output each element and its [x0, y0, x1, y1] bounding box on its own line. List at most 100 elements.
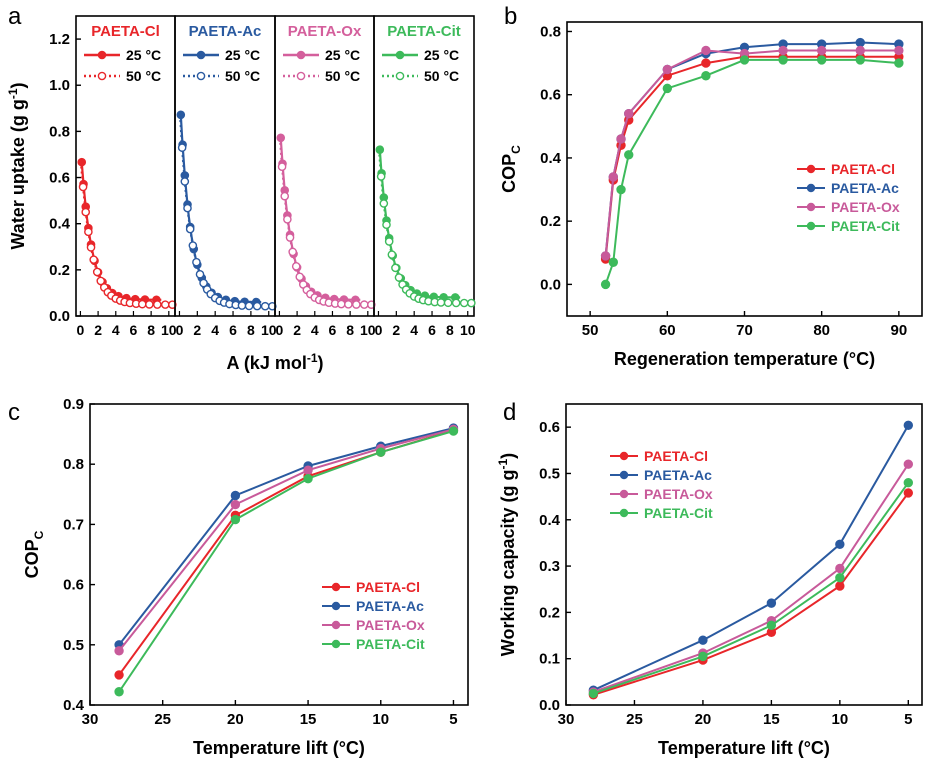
- x-tick-label: 60: [659, 322, 676, 339]
- x-tick-label: 5: [904, 711, 912, 728]
- y-tick-label: 0.7: [63, 516, 84, 533]
- x-axis-label: Regeneration temperature (°C): [614, 349, 875, 369]
- x-tick-label: 50: [582, 322, 599, 339]
- data-point-50C: [238, 302, 245, 309]
- legend-label-PAETA-Cit: PAETA-Cit: [644, 505, 713, 521]
- data-point-50C: [187, 225, 194, 232]
- data-point-50C: [289, 248, 296, 255]
- x-tick-label: 15: [300, 711, 317, 728]
- y-tick-label: 0.1: [539, 651, 560, 668]
- data-point-50C: [179, 144, 186, 151]
- x-tick-label: 10: [161, 322, 177, 338]
- plot-frame: [566, 404, 922, 705]
- data-point-PAETA-Ox: [625, 109, 633, 117]
- legend-label-25C: 25 °C: [225, 47, 260, 63]
- y-tick-label: 0.8: [49, 123, 70, 140]
- x-tick-label: 6: [428, 322, 436, 338]
- x-tick-label: 80: [813, 322, 830, 339]
- x-tick-label: 5: [449, 711, 457, 728]
- data-point-50C: [293, 263, 300, 270]
- x-tick-label: 10: [261, 322, 277, 338]
- data-point-PAETA-Ox: [836, 564, 844, 572]
- data-point-50C: [94, 268, 101, 275]
- data-point-PAETA-Ac: [767, 599, 775, 607]
- x-tick-label: 0: [77, 322, 85, 338]
- data-point-50C: [395, 274, 402, 281]
- legend-marker-PAETA-Cl: [620, 452, 628, 460]
- data-point-25C: [376, 146, 383, 153]
- x-tick-label: 8: [446, 322, 454, 338]
- x-tick-label: 30: [82, 711, 99, 728]
- data-point-PAETA-Cit: [377, 448, 385, 456]
- legend-marker-PAETA-Ac: [620, 471, 628, 479]
- y-tick-label: 0.2: [49, 262, 70, 279]
- data-point-50C: [445, 299, 452, 306]
- series-line-PAETA-Ox: [593, 464, 908, 692]
- data-point-PAETA-Ac: [231, 491, 239, 499]
- data-point-PAETA-Cit: [231, 515, 239, 523]
- legend-label-50C: 50 °C: [325, 68, 360, 84]
- data-point-50C: [246, 302, 253, 309]
- x-tick-label: 10: [372, 711, 389, 728]
- legend-label-25C: 25 °C: [325, 47, 360, 63]
- data-point-PAETA-Cl: [836, 582, 844, 590]
- x-axis-label: Temperature lift (°C): [193, 738, 365, 758]
- curve-25C: [281, 138, 361, 300]
- legend-marker-25C: [396, 51, 403, 58]
- legend-label-PAETA-Cit: PAETA-Cit: [356, 636, 425, 652]
- y-tick-label: 0.5: [539, 465, 560, 482]
- subpanel-PAETA-Ox: 0 2 4 6 8 10 PAETA-Ox 25 °C 50 °C: [275, 16, 376, 338]
- panel-b: 50 60 70 80 90 0.0 0.2 0.4 0.6 0.8 PAETA-Cl PAETA-A…: [499, 3, 922, 369]
- x-tick-label: 8: [247, 322, 255, 338]
- data-point-PAETA-Cit: [702, 72, 710, 80]
- data-point-50C: [380, 200, 387, 207]
- series-line-PAETA-Cit: [593, 483, 908, 694]
- data-point-PAETA-Cit: [904, 479, 912, 487]
- x-tick-label: 2: [193, 322, 201, 338]
- data-point-25C: [78, 159, 85, 166]
- data-point-PAETA-Cit: [115, 688, 123, 696]
- y-tick-label: 0.4: [540, 150, 562, 167]
- x-tick-label: 6: [130, 322, 138, 338]
- data-point-PAETA-Ox: [856, 46, 864, 54]
- y-tick-label: 0.3: [539, 558, 560, 575]
- legend-label-25C: 25 °C: [424, 47, 459, 63]
- data-point-PAETA-Cit: [740, 56, 748, 64]
- y-axis-label: COPC: [22, 530, 46, 578]
- y-tick-label: 0.4: [49, 216, 71, 233]
- legend-label-PAETA-Ac: PAETA-Ac: [831, 180, 899, 196]
- x-axis-label: A (kJ mol-1): [226, 351, 323, 373]
- x-tick-label: 15: [763, 711, 780, 728]
- data-point-50C: [254, 303, 261, 310]
- x-tick-label: 10: [832, 711, 849, 728]
- data-point-50C: [184, 205, 191, 212]
- data-point-PAETA-Ox: [304, 466, 312, 474]
- data-point-50C: [361, 301, 368, 308]
- data-point-PAETA-Cit: [601, 280, 609, 288]
- legend-marker-25C: [98, 51, 105, 58]
- data-point-PAETA-Cit: [609, 258, 617, 266]
- data-point-50C: [386, 238, 393, 245]
- data-point-50C: [82, 208, 89, 215]
- data-point-50C: [378, 173, 385, 180]
- legend-marker-PAETA-Ox: [332, 621, 340, 629]
- y-tick-label: 0.0: [540, 276, 561, 293]
- data-point-PAETA-Cit: [699, 652, 707, 660]
- x-tick-label: 20: [695, 711, 712, 728]
- data-point-50C: [468, 299, 475, 306]
- panel-letter: c: [8, 399, 20, 426]
- x-tick-label: 0: [176, 322, 184, 338]
- y-axis-label: COPC: [499, 145, 523, 193]
- data-point-PAETA-Ox: [115, 647, 123, 655]
- data-point-PAETA-Cit: [767, 621, 775, 629]
- data-point-PAETA-Cit: [836, 573, 844, 581]
- data-point-PAETA-Cit: [304, 474, 312, 482]
- data-point-50C: [79, 183, 86, 190]
- y-tick-label: 0.4: [63, 697, 85, 714]
- x-tick-label: 2: [293, 322, 301, 338]
- y-tick-label: 0.4: [539, 512, 561, 529]
- x-tick-label: 0: [276, 322, 284, 338]
- legend-label-PAETA-Ox: PAETA-Ox: [644, 486, 713, 502]
- data-point-50C: [353, 301, 360, 308]
